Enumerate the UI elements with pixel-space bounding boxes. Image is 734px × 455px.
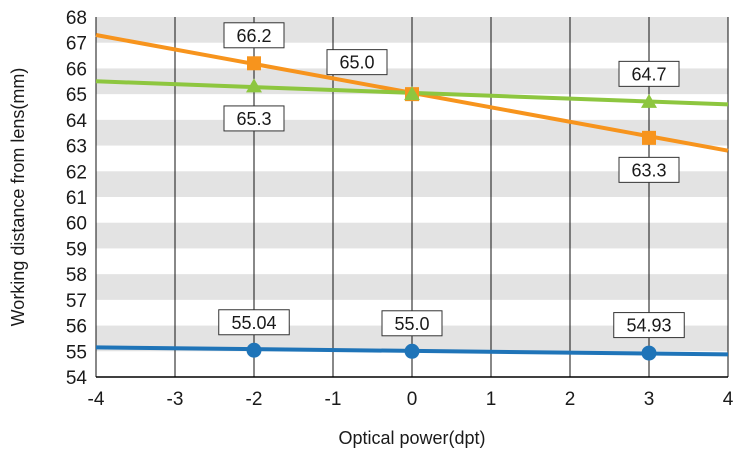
square-marker — [247, 56, 261, 71]
y-tick-label: 55 — [66, 342, 87, 363]
data-label: 55.04 — [218, 309, 290, 336]
y-tick-label: 60 — [66, 214, 87, 235]
x-tick-label: -1 — [325, 389, 342, 410]
triangle-marker — [246, 78, 262, 93]
data-label: 65.0 — [326, 49, 388, 76]
circle-marker — [404, 343, 420, 359]
x-tick-label: 2 — [565, 389, 576, 410]
data-label-box — [618, 156, 680, 183]
circle-marker — [246, 342, 262, 358]
data-label-text: 55.04 — [231, 313, 276, 333]
y-tick-label: 56 — [66, 317, 87, 338]
data-labels: 66.2 65.0 63.3 65.3 64.7 55.04 55.0 54.93 — [218, 22, 685, 339]
data-label-box — [381, 310, 443, 337]
data-markers — [246, 56, 657, 361]
y-tick-label: 64 — [66, 111, 88, 132]
data-label: 64.7 — [618, 60, 680, 87]
x-tick-label: 0 — [407, 389, 418, 410]
data-label-box — [618, 60, 680, 87]
data-label: 55.0 — [381, 310, 443, 337]
x-tick-label: 4 — [723, 389, 734, 410]
data-label-text: 54.93 — [626, 316, 671, 336]
y-axis-title: Working distance from lens(mm) — [8, 68, 28, 327]
y-tick-label: 58 — [66, 265, 87, 286]
x-tick-label: -3 — [167, 389, 184, 410]
y-tick-label: 54 — [66, 368, 88, 389]
y-tick-label: 57 — [66, 291, 87, 312]
data-label-text: 63.3 — [631, 160, 666, 180]
data-label-text: 64.7 — [631, 64, 666, 84]
x-tick-label: -2 — [246, 389, 263, 410]
triangle-marker — [404, 86, 420, 101]
y-axis-ticks: 54 55 56 57 58 59 60 61 62 63 64 65 66 67 68 — [66, 8, 88, 389]
x-tick-label: -4 — [88, 389, 105, 410]
y-tick-label: 68 — [66, 8, 87, 29]
y-tick-label: 62 — [66, 162, 87, 183]
y-tick-label: 61 — [66, 188, 87, 209]
y-tick-label: 59 — [66, 239, 87, 260]
x-axis-title: Optical power(dpt) — [338, 428, 485, 448]
data-label: 63.3 — [618, 156, 680, 183]
y-tick-label: 66 — [66, 59, 87, 80]
x-axis-ticks: -4 -3 -2 -1 0 1 2 3 4 — [88, 389, 734, 410]
data-label-text: 65.3 — [236, 109, 271, 129]
y-tick-label: 65 — [66, 85, 87, 106]
x-tick-label: 1 — [486, 389, 497, 410]
square-marker — [642, 130, 656, 145]
data-label: 54.93 — [613, 312, 685, 339]
data-label-box — [326, 49, 388, 76]
y-tick-label: 67 — [66, 34, 87, 55]
triangle-marker — [641, 93, 657, 108]
data-label-text: 55.0 — [394, 314, 429, 334]
data-label: 66.2 — [223, 22, 285, 49]
data-label-box — [223, 105, 285, 132]
data-label-text: 66.2 — [236, 26, 271, 46]
circle-marker — [641, 345, 657, 361]
data-label-box — [218, 309, 290, 336]
data-label-box — [613, 312, 685, 339]
data-label: 65.3 — [223, 105, 285, 132]
data-label-box — [223, 22, 285, 49]
y-tick-label: 63 — [66, 137, 87, 158]
x-tick-label: 3 — [644, 389, 655, 410]
data-label-text: 65.0 — [339, 53, 374, 73]
